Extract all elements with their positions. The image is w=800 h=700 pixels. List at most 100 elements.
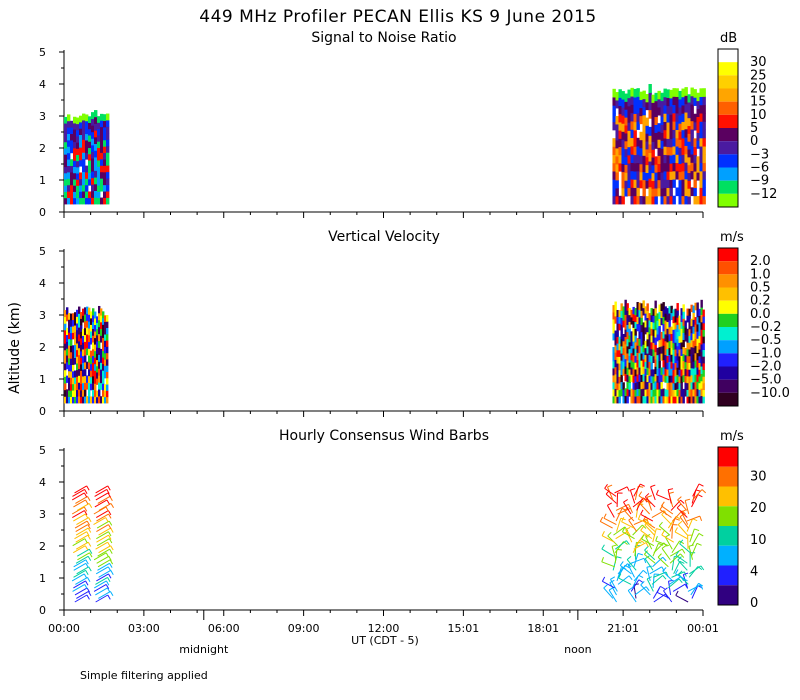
data-cell — [663, 162, 667, 172]
data-cell — [638, 324, 641, 332]
data-cell — [618, 105, 622, 115]
data-cell — [614, 374, 617, 382]
data-cell — [663, 146, 667, 155]
data-cell — [684, 334, 687, 342]
wind-barb — [98, 503, 112, 511]
wind-barb — [629, 489, 636, 504]
data-cell — [64, 363, 67, 371]
wind-barb-flag — [83, 510, 88, 516]
data-cell — [88, 307, 91, 315]
wind-barb — [95, 594, 109, 603]
wind-barb — [671, 524, 674, 539]
data-cell — [626, 324, 629, 333]
data-cell — [88, 191, 92, 199]
data-cell — [615, 124, 619, 133]
data-cell — [699, 137, 703, 147]
wind-barb — [607, 486, 614, 501]
data-cell — [693, 146, 697, 156]
data-cell — [103, 165, 107, 173]
wind-barb — [651, 575, 664, 585]
data-cell — [78, 354, 81, 363]
data-cell — [91, 151, 95, 159]
data-cell — [90, 396, 93, 404]
data-cell — [678, 123, 682, 132]
wind-barb-flag — [83, 573, 88, 579]
data-cell — [64, 316, 67, 324]
data-cell — [86, 361, 89, 369]
wind-barb — [611, 546, 617, 560]
data-cell — [96, 365, 99, 373]
wind-barb — [74, 594, 88, 603]
data-cell — [696, 324, 699, 332]
data-cell — [70, 127, 74, 135]
wind-barb-flag — [610, 576, 616, 580]
data-cell — [666, 335, 669, 343]
data-cell — [690, 381, 693, 390]
data-cell — [67, 140, 71, 147]
data-cell — [64, 349, 67, 357]
data-cell — [686, 389, 689, 397]
data-cell — [90, 350, 93, 358]
data-cell — [681, 179, 685, 188]
data-cell — [648, 178, 652, 188]
data-cell — [86, 327, 89, 335]
data-cell — [78, 340, 81, 349]
data-cell — [88, 141, 92, 149]
data-cell — [624, 188, 628, 197]
wind-barb-flag — [694, 528, 700, 532]
data-cell — [616, 349, 619, 357]
data-cell — [106, 158, 110, 166]
colorbar-label: 0.2 — [750, 294, 771, 309]
data-cell — [694, 338, 697, 347]
data-cell — [663, 171, 667, 180]
colorbar-label: 15 — [750, 95, 767, 110]
colorbar-swatch — [718, 49, 738, 63]
data-cell — [687, 125, 691, 134]
colorbar-swatch — [718, 274, 738, 288]
data-cell — [102, 396, 105, 404]
wind-barb-flag — [681, 548, 686, 554]
data-cell — [660, 132, 664, 141]
wind-barb-flag — [680, 499, 685, 504]
data-cell — [639, 147, 643, 157]
data-cell — [626, 317, 629, 325]
data-cell — [98, 382, 101, 390]
wind-barb-flag — [677, 496, 682, 501]
colorbar-swatch — [718, 75, 738, 89]
data-cell — [636, 316, 639, 325]
wind-barb — [661, 505, 674, 515]
data-cell — [666, 130, 670, 139]
wind-barb-flag — [86, 531, 90, 537]
data-cell — [670, 354, 673, 362]
data-cell — [670, 305, 673, 314]
data-cell — [636, 112, 640, 122]
data-cell — [669, 130, 673, 140]
data-cell — [686, 349, 689, 357]
y-tick-label: 0 — [39, 206, 46, 219]
data-cell — [664, 361, 667, 369]
wind-barb — [630, 557, 645, 564]
data-cell — [662, 366, 665, 375]
data-cell — [694, 388, 697, 397]
data-cell — [669, 97, 673, 107]
data-cell — [88, 321, 91, 329]
wind-barb-flag — [661, 510, 666, 515]
data-cell — [621, 115, 625, 124]
data-cell — [670, 368, 673, 376]
data-cell — [674, 389, 677, 397]
data-cell — [642, 98, 646, 108]
data-cell — [692, 347, 695, 355]
data-cell — [699, 96, 703, 106]
data-cell — [636, 104, 640, 114]
data-cell — [100, 375, 103, 384]
data-cell — [699, 129, 703, 139]
data-cell — [627, 187, 631, 197]
data-cell — [626, 388, 629, 397]
data-cell — [82, 328, 85, 336]
wind-barb — [601, 535, 615, 543]
data-cell — [628, 369, 631, 377]
wind-barb-flag — [84, 538, 88, 544]
data-cell — [620, 331, 623, 340]
data-cell — [636, 146, 640, 155]
data-cell — [681, 113, 685, 122]
